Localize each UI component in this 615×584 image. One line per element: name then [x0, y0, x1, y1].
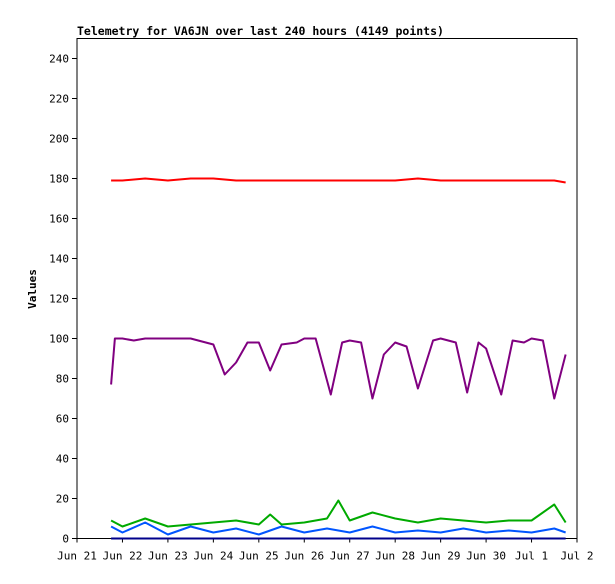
series-line-1	[111, 177, 566, 184]
x-tick-label: Jun 28	[375, 550, 415, 563]
y-axis: 0 20 40 60 80 100 120 140 160 180 200 220 240	[49, 53, 77, 546]
y-tick-label: 180	[49, 173, 69, 186]
x-tick-label: Jun 29	[421, 550, 461, 563]
y-tick-label: 240	[49, 53, 69, 66]
y-tick-label: 120	[49, 293, 69, 306]
x-axis: Jun 21 Jun 22 Jun 23 Jun 24 Jun 25 Jun 26 Jun …	[57, 538, 594, 563]
series-line-4	[110, 521, 566, 536]
x-tick-label: Jul 1	[515, 550, 548, 563]
x-tick-label: Jul 2	[560, 550, 593, 563]
y-tick-label: 160	[49, 213, 69, 226]
x-tick-label: Jun 24	[193, 550, 233, 563]
y-tick-label: 60	[56, 413, 69, 426]
x-tick-label: Jun 23	[148, 550, 188, 563]
y-tick-label: 100	[49, 333, 69, 346]
x-tick-label: Jun 27	[330, 550, 370, 563]
series-lines	[110, 177, 567, 540]
x-tick-label: Jun 30	[466, 550, 506, 563]
x-tick-label: Jun 22	[103, 550, 143, 563]
y-tick-label: 0	[62, 533, 69, 546]
series-line-2	[110, 337, 567, 400]
series-line-3	[110, 499, 567, 528]
x-tick-label: Jun 21	[57, 550, 97, 563]
x-tick-label: Jun 25	[239, 550, 279, 563]
y-axis-label: Values	[26, 269, 39, 309]
y-tick-label: 140	[49, 253, 69, 266]
y-tick-label: 20	[56, 493, 69, 506]
y-tick-label: 200	[49, 133, 69, 146]
chart-title: Telemetry for VA6JN over last 240 hours …	[77, 24, 444, 38]
y-tick-label: 80	[56, 373, 69, 386]
y-tick-label: 220	[49, 93, 69, 106]
x-tick-label: Jun 26	[284, 550, 324, 563]
y-tick-label: 40	[56, 453, 69, 466]
